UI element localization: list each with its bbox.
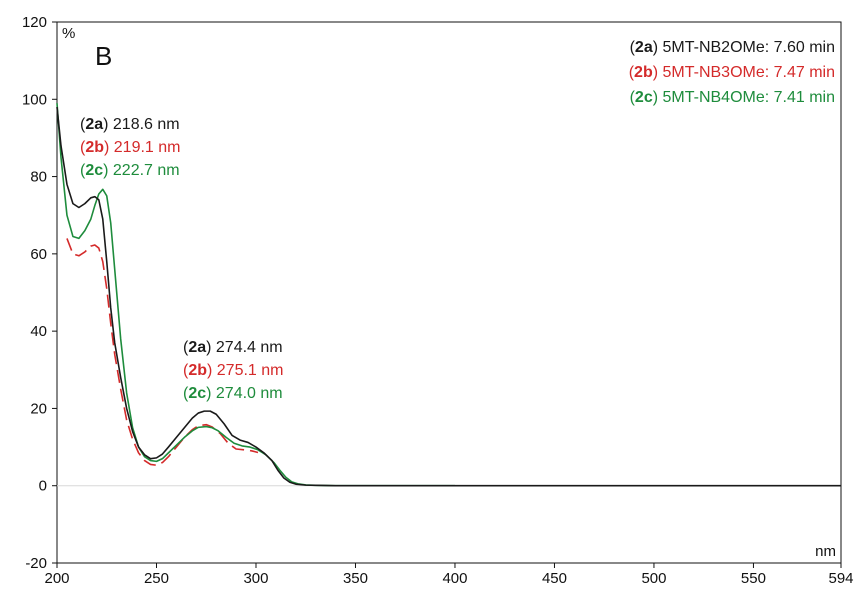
peak-label-2-2b: (2b) 275.1 nm [183,362,283,379]
x-tick-label: 500 [641,570,666,587]
series-line-2c [56,103,455,487]
y-tick-label: 0 [39,478,47,495]
y-tick-label: 120 [22,14,47,31]
plot-frame [56,21,842,564]
x-tick-label: 450 [542,570,567,587]
y-tick-label: 80 [30,169,47,186]
y-tick-label: 60 [30,246,47,263]
peak-label-1-2c: (2c) 222.7 nm [80,162,180,179]
series-group [56,103,841,487]
y-unit-label: % [62,25,75,42]
y-tick-label: 20 [30,400,47,417]
legend-entry-2a: (2a) 5MT-NB2OMe: 7.60 min [630,39,835,56]
legend-entry-2b: (2b) 5MT-NB3OMe: 7.47 min [629,64,835,81]
y-tick-label: 100 [22,91,47,108]
x-tick-label: 550 [741,570,766,587]
x-tick-label: 300 [243,570,268,587]
x-tick-label: 200 [44,570,69,587]
x-tick-label: 350 [343,570,368,587]
peak-label-1-2b: (2b) 219.1 nm [80,139,180,156]
series-line-2b [66,238,259,467]
x-tick-label: 594 [828,570,853,587]
peak-label-2-2a: (2a) 274.4 nm [183,339,283,356]
x-tick-label: 250 [144,570,169,587]
peak-label-2-2c: (2c) 274.0 nm [183,385,283,402]
y-tick-label: 40 [30,323,47,340]
labels-group: % nm B (2a) 5MT-NB2OMe: 7.60 min (2b) 5MT-NB… [62,25,836,560]
series-line-2a [56,106,841,487]
ticks: 200 250 300 350 400 450 500 550 594 -20 0 20 40 60 80 1… [22,14,854,587]
x-tick-label: 400 [442,570,467,587]
legend-entry-2c: (2c) 5MT-NB4OMe: 7.41 min [630,89,835,106]
y-tick-label: -20 [25,555,47,572]
x-unit-label: nm [815,543,836,560]
peak-label-1-2a: (2a) 218.6 nm [80,116,180,133]
panel-label: B [95,41,112,71]
